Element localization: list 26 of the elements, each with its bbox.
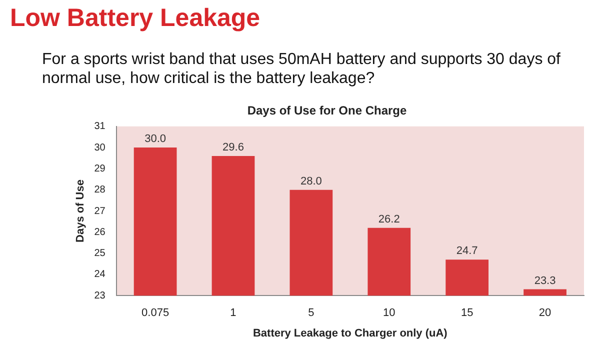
data-label: 24.7 xyxy=(456,245,478,258)
x-tick-label: 0.075 xyxy=(142,307,170,320)
chart-title: Days of Use for One Charge xyxy=(247,104,408,118)
x-tick-label: 20 xyxy=(538,307,552,320)
text: For a sports wrist band that uses 50mAH battery and supports 30 days of normal use, how critical is the battery leakage? xyxy=(42,50,562,88)
y-tick-label: 26 xyxy=(94,226,106,238)
data-label: 30.0 xyxy=(144,133,166,146)
x-tick-label: 5 xyxy=(308,307,314,320)
x-tick-label: 1 xyxy=(230,307,236,320)
y-tick-label: 30 xyxy=(94,142,106,154)
y-axis-title: Days of Use xyxy=(74,180,87,242)
y-tick-label: 24 xyxy=(94,269,106,280)
x-tick-label: 10 xyxy=(383,307,396,320)
data-label: 23.3 xyxy=(534,274,556,287)
y-tick-label: 23 xyxy=(94,290,106,302)
data-label: 29.6 xyxy=(222,142,244,154)
y-tick-label: 25 xyxy=(94,248,106,260)
y-tick-label: 28 xyxy=(94,184,106,196)
x-axis-title: Battery Leakage to Charger only (uA) xyxy=(252,327,448,340)
x-tick-label: 15 xyxy=(460,307,474,320)
y-tick-label: 27 xyxy=(94,206,106,217)
data-label: 28.0 xyxy=(300,175,322,188)
y-tick-label: 31 xyxy=(94,121,106,132)
text: Low Battery Leakage xyxy=(10,4,260,33)
y-tick-label: 29 xyxy=(94,163,106,174)
data-label: 26.2 xyxy=(378,213,400,226)
